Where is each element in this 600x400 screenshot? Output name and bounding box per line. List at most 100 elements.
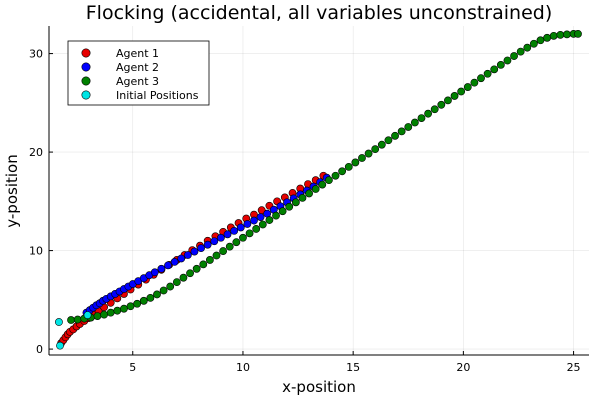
data-point bbox=[170, 258, 179, 266]
series-2 bbox=[82, 173, 331, 317]
data-point bbox=[177, 254, 186, 263]
data-point bbox=[450, 92, 459, 100]
data-point bbox=[100, 310, 108, 319]
data-point bbox=[197, 244, 205, 253]
data-point bbox=[67, 316, 75, 324]
data-point bbox=[55, 318, 63, 326]
data-point bbox=[430, 105, 439, 114]
x-tick-label: 10 bbox=[236, 361, 250, 374]
data-point bbox=[150, 268, 159, 277]
data-point bbox=[384, 136, 393, 145]
y-tick-label: 0 bbox=[36, 343, 43, 356]
data-point bbox=[83, 311, 92, 320]
x-tick-label: 15 bbox=[346, 361, 360, 374]
data-point bbox=[338, 167, 347, 176]
data-point bbox=[133, 299, 142, 308]
data-point bbox=[230, 226, 239, 235]
data-point bbox=[311, 185, 320, 193]
data-point bbox=[153, 290, 161, 299]
data-point bbox=[139, 296, 148, 305]
chart-title: Flocking (accidental, all variables unco… bbox=[86, 2, 552, 24]
data-point bbox=[371, 145, 380, 154]
data-point bbox=[523, 43, 532, 52]
data-point bbox=[113, 306, 122, 315]
data-point bbox=[298, 193, 307, 202]
data-point bbox=[397, 127, 406, 136]
data-point bbox=[239, 233, 247, 242]
data-point bbox=[205, 256, 214, 264]
data-point bbox=[490, 65, 499, 74]
data-point bbox=[243, 220, 252, 228]
x-tick-label: 5 bbox=[129, 361, 136, 374]
legend-marker bbox=[81, 62, 91, 72]
data-point bbox=[157, 264, 166, 273]
series-3 bbox=[67, 29, 582, 324]
data-point bbox=[256, 213, 265, 221]
data-point bbox=[164, 261, 172, 270]
data-point bbox=[291, 198, 300, 207]
data-point bbox=[574, 29, 582, 38]
y-tick-label: 20 bbox=[29, 146, 43, 159]
data-point bbox=[212, 251, 221, 260]
data-point bbox=[225, 242, 234, 251]
data-point bbox=[126, 302, 135, 311]
data-point bbox=[318, 180, 327, 189]
data-point bbox=[250, 216, 258, 225]
data-point bbox=[192, 264, 201, 273]
data-point bbox=[377, 140, 386, 149]
data-point bbox=[530, 39, 538, 48]
data-point bbox=[556, 30, 565, 39]
data-point bbox=[437, 100, 446, 109]
data-point bbox=[516, 47, 525, 56]
data-point bbox=[252, 225, 261, 233]
y-tick-label: 30 bbox=[29, 48, 43, 61]
data-point bbox=[417, 114, 426, 122]
data-point bbox=[404, 123, 413, 131]
series-4 bbox=[55, 311, 92, 350]
data-point bbox=[199, 260, 208, 269]
data-point bbox=[190, 247, 199, 256]
data-point bbox=[56, 341, 64, 350]
legend-marker bbox=[81, 90, 91, 100]
data-point bbox=[305, 189, 313, 198]
data-point bbox=[503, 56, 512, 65]
data-point bbox=[358, 154, 366, 162]
legend-label: Initial Positions bbox=[116, 89, 199, 102]
data-point bbox=[510, 52, 518, 60]
grid bbox=[49, 26, 589, 355]
data-point bbox=[258, 220, 267, 229]
data-point bbox=[463, 83, 472, 91]
series-1 bbox=[57, 171, 328, 348]
legend-box bbox=[67, 40, 210, 106]
y-ticks: 0 10 20 30 bbox=[29, 48, 53, 356]
y-tick-label: 10 bbox=[29, 245, 43, 258]
data-point bbox=[410, 118, 419, 127]
legend-label: Agent 1 bbox=[116, 47, 159, 60]
data-point bbox=[236, 223, 245, 232]
data-points bbox=[55, 29, 582, 350]
data-point bbox=[166, 282, 175, 291]
data-point bbox=[549, 31, 558, 40]
data-point bbox=[477, 74, 485, 83]
x-axis-label: x-position bbox=[282, 378, 356, 396]
data-point bbox=[351, 158, 360, 167]
x-tick-label: 20 bbox=[456, 361, 470, 374]
data-point bbox=[496, 61, 505, 69]
data-point bbox=[364, 149, 373, 158]
data-point bbox=[325, 176, 333, 185]
data-point bbox=[424, 109, 432, 118]
data-point bbox=[391, 131, 399, 140]
data-point bbox=[146, 293, 155, 302]
data-point bbox=[483, 69, 492, 78]
data-point bbox=[73, 315, 82, 324]
legend-label: Agent 2 bbox=[116, 61, 159, 74]
data-point bbox=[186, 269, 194, 278]
x-ticks: 5 10 15 20 25 bbox=[129, 351, 581, 374]
data-point bbox=[179, 273, 188, 282]
axes bbox=[48, 26, 589, 356]
data-point bbox=[93, 312, 102, 320]
data-point bbox=[563, 30, 571, 39]
data-point bbox=[536, 36, 545, 45]
